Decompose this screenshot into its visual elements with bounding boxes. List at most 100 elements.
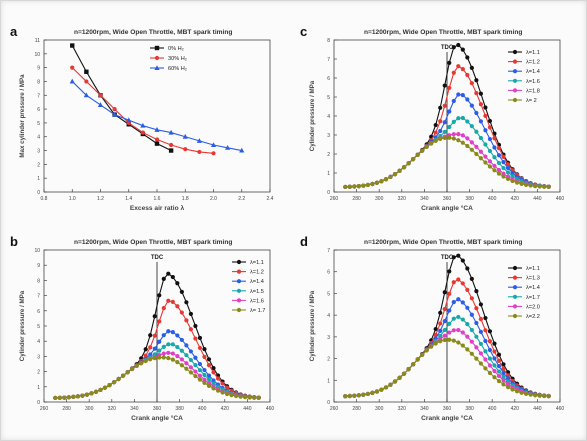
legend-marker [512,285,518,290]
data-point [442,103,447,108]
legend: λ=1.1 λ=1.2 λ=1.4 λ=1.6 λ=1.8 λ= 2 [508,49,540,104]
data-point [505,176,511,182]
data-point [474,78,479,83]
data-point [411,157,416,162]
legend-marker [512,88,518,93]
data-point [157,348,162,353]
y-tick-label: 8 [37,278,40,284]
data-point [438,128,443,134]
data-point [492,349,497,354]
data-point [62,395,67,400]
data-point [193,355,198,360]
legend-entry: λ=1.5 [250,289,264,295]
data-point [148,345,153,350]
data-point [197,335,203,341]
data-point [415,357,420,362]
data-point [514,180,520,185]
data-point [487,370,493,376]
data-point [487,329,493,334]
chart-title: n=1200rpm, Wide Open Throttle, MBT spark… [364,29,522,36]
x-tick-label: 420 [221,406,230,412]
data-point [112,106,117,112]
data-point [456,138,461,143]
legend-marker [512,78,518,83]
data-point [220,390,225,395]
data-point [501,370,506,375]
data-point [487,148,493,154]
data-point [483,349,488,354]
data-point [169,142,174,148]
legend-marker [154,45,160,51]
y-tick-label: 4 [37,135,40,141]
x-tick-label: 280 [62,406,71,412]
series-5 [343,135,551,190]
data-point [102,385,108,390]
data-point [220,381,225,386]
data-point [451,299,456,305]
data-point [184,353,189,358]
data-point [184,343,189,348]
data-point [442,306,447,312]
data-point [429,141,434,146]
data-point [442,129,447,135]
data-point [487,356,493,361]
x-tick-label: 360 [153,406,162,412]
legend-marker [512,59,518,64]
y-tick-label: 3 [37,354,40,360]
data-point [465,136,470,141]
y-tick-label: 1 [327,171,330,177]
data-point [528,183,533,188]
x-tick-label: 280 [352,196,361,202]
data-point [460,140,465,145]
data-point [148,352,153,357]
legend-marker [512,304,518,309]
data-point [501,374,506,380]
data-point [501,378,506,383]
data-point [179,310,184,315]
data-point [487,125,493,130]
data-point [469,147,474,152]
data-point [460,93,465,98]
data-point [256,395,261,401]
data-point [238,394,243,399]
data-point [211,370,216,375]
data-point [166,356,171,361]
data-point [188,357,193,363]
data-point [478,361,483,366]
x-axis-label: Excess air ratio λ [130,204,185,212]
x-tick-label: 420 [511,406,520,412]
x-axis-label: Crank angle °CA [131,414,183,422]
data-point [465,143,470,149]
data-point [478,119,483,124]
data-point [211,381,216,386]
data-point [492,368,497,374]
y-tick-label: 10 [34,248,40,254]
data-point [496,378,502,384]
data-point [197,361,203,367]
data-point [492,145,497,150]
data-point [397,168,402,173]
x-tick-label: 320 [398,196,407,202]
x-tick-label: 260 [330,196,339,202]
x-axis-label: Crank angle °CA [421,414,473,422]
data-point [492,341,497,346]
x-tick-label: 340 [130,406,139,412]
data-point [179,357,184,362]
data-point [383,177,389,182]
data-point [202,367,207,373]
data-point [406,367,411,372]
data-point [143,353,148,358]
data-point [483,328,488,333]
y-tick-label: 8 [37,79,40,85]
y-tick-label: 7 [327,57,330,63]
legend-entry: λ= 2 [526,98,537,104]
x-tick-label: 2.0 [210,196,217,202]
data-point [524,182,529,187]
data-point [514,389,520,394]
data-point [483,357,488,362]
data-point [211,386,216,391]
data-point [170,342,175,347]
data-point [478,102,483,107]
data-point [451,255,456,260]
data-point [234,393,239,399]
